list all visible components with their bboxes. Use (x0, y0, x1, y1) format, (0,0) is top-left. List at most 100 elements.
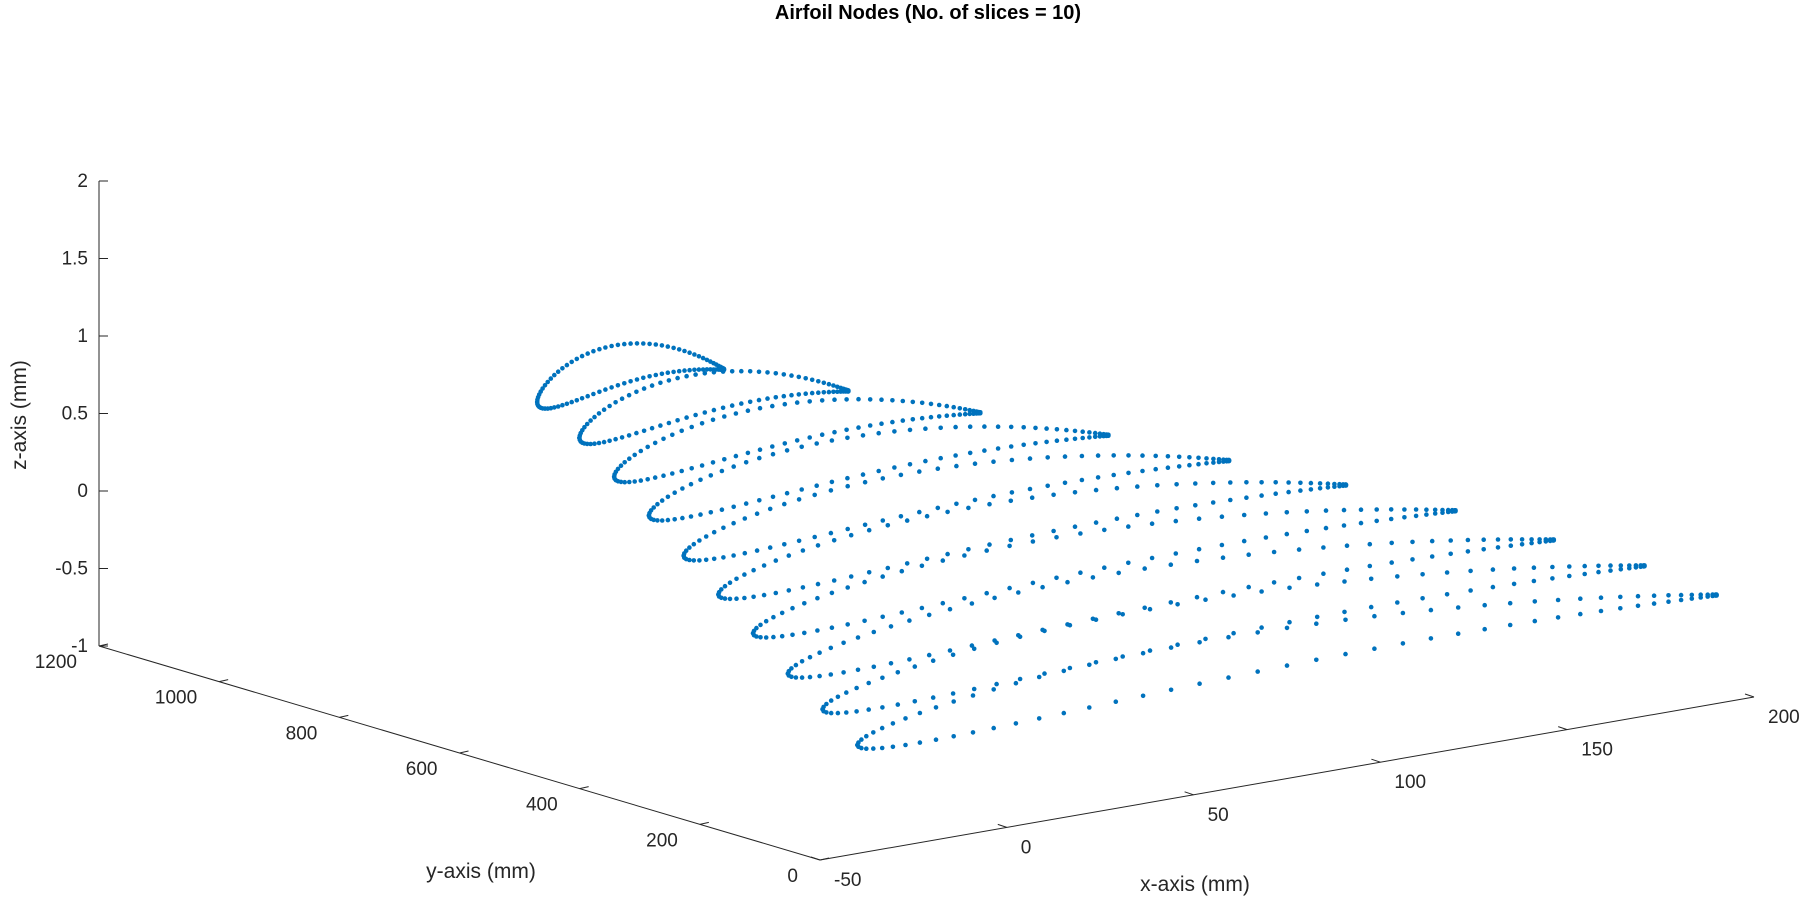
y-tick-label: 200 (646, 830, 678, 851)
x-tick-label: 150 (1581, 740, 1613, 761)
airfoil-node (835, 710, 841, 716)
airfoil-node (722, 596, 728, 601)
airfoil-node (1061, 668, 1067, 674)
airfoil-node (1678, 597, 1684, 603)
airfoil-node (1666, 599, 1671, 604)
airfoil-node (1342, 609, 1347, 615)
x-tick-label: 0 (1021, 837, 1032, 858)
airfoil-node (747, 399, 753, 405)
airfoil-node (1036, 716, 1042, 721)
airfoil-node (789, 373, 794, 378)
airfoil-node (947, 648, 953, 653)
airfoil-node (1210, 500, 1216, 505)
airfoil-node (1220, 589, 1226, 595)
airfoil-node (1114, 516, 1120, 521)
x-axis-ticks: -50 0 50 100 150 200 (810, 693, 1800, 891)
airfoil-node (771, 634, 776, 640)
airfoil-node (1519, 542, 1525, 547)
airfoil-node (665, 370, 671, 376)
airfoil-node (1246, 552, 1251, 557)
airfoil-node (770, 451, 776, 457)
airfoil-node (1296, 547, 1302, 552)
airfoil-node (680, 515, 685, 521)
airfoil-node (781, 393, 787, 399)
airfoil-node (866, 570, 872, 575)
airfoil-node (1429, 554, 1435, 559)
airfoil-node (926, 612, 932, 618)
airfoil-node (789, 392, 794, 398)
airfoil-node (821, 390, 827, 395)
airfoil-node (651, 517, 656, 523)
airfoil-node (907, 462, 913, 467)
airfoil-node (683, 548, 689, 553)
airfoil-node (1537, 539, 1542, 545)
airfoil-node (779, 610, 785, 616)
airfoil-node (828, 672, 834, 677)
airfoil-node (950, 691, 956, 696)
airfoil-node (1298, 488, 1303, 493)
airfoil-node (844, 690, 849, 695)
airfoil-node (670, 471, 675, 476)
airfoil-node (1633, 565, 1639, 570)
airfoil-node (1113, 656, 1119, 662)
airfoil-node (745, 408, 751, 414)
airfoil-node (1072, 524, 1078, 529)
x-tick-label: 50 (1208, 805, 1229, 826)
airfoil-node (1428, 636, 1434, 641)
airfoil-node (1008, 498, 1014, 504)
airfoil-node (1044, 426, 1049, 431)
airfoil-node (649, 383, 655, 388)
y-tick-label: 1000 (155, 688, 197, 709)
airfoil-node (1372, 646, 1377, 651)
airfoil-node (1635, 593, 1641, 599)
airfoil-node (817, 650, 822, 655)
airfoil-node (601, 439, 607, 445)
airfoil-node (871, 664, 877, 670)
airfoil-node (1030, 580, 1036, 586)
airfoil-node (991, 459, 996, 465)
airfoil-node (1508, 543, 1514, 548)
z-tick-label: 1.5 (62, 249, 88, 270)
airfoil-node (1231, 630, 1236, 636)
airfoil-node (591, 391, 596, 397)
airfoil-node (898, 514, 904, 519)
airfoil-node (758, 622, 763, 628)
airfoil-node (1642, 564, 1647, 569)
airfoil-node (710, 417, 716, 423)
airfoil-node (987, 501, 992, 507)
airfoil-node (771, 614, 776, 620)
airfoil-node (1173, 551, 1179, 556)
airfoil-node (969, 643, 975, 648)
airfoil-node (1226, 675, 1231, 680)
airfoil-node (1165, 465, 1171, 471)
airfoil-node (950, 652, 956, 658)
airfoil-node (1343, 617, 1348, 623)
airfoil-node (826, 389, 832, 395)
airfoil-node (647, 374, 652, 379)
airfoil-node (671, 369, 676, 375)
airfoil-node (912, 664, 918, 669)
airfoil-node (1168, 600, 1174, 605)
airfoil-node (1304, 509, 1310, 514)
airfoil-node (880, 675, 885, 681)
airfoil-node (1196, 455, 1201, 461)
airfoil-node (622, 341, 627, 347)
airfoil-node (564, 362, 570, 368)
airfoil-node (1341, 507, 1347, 513)
y-axis-ticks: 0 200 400 600 800 1000 1200 (35, 643, 830, 887)
airfoil-node (1410, 557, 1415, 562)
airfoil-node (708, 367, 713, 372)
airfoil-node (890, 744, 896, 750)
z-tick-label: 1 (77, 326, 88, 347)
airfoil-node (917, 710, 923, 716)
airfoil-node (641, 375, 646, 381)
airfoil-node (688, 481, 694, 487)
airfoil-node (1016, 590, 1021, 595)
airfoil-node (1079, 453, 1085, 459)
airfoil-node (862, 522, 868, 528)
airfoil-node (1255, 630, 1260, 635)
airfoil-node (910, 417, 916, 422)
airfoil-node (1444, 570, 1450, 575)
airfoil-node (743, 501, 749, 506)
airfoil-node (816, 390, 821, 396)
